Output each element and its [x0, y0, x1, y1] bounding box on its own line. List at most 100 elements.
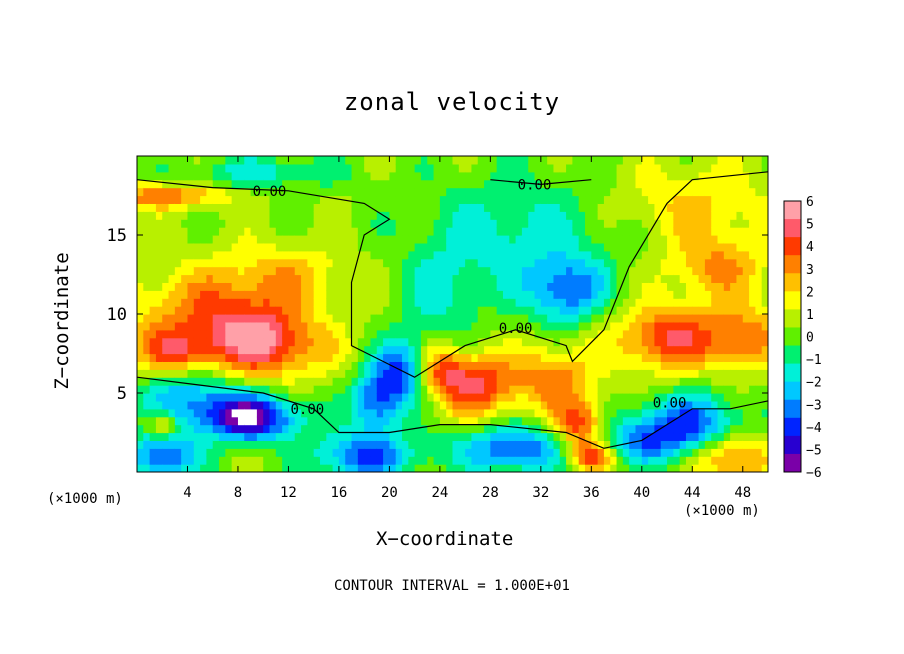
- heat-cell: [181, 266, 189, 276]
- heat-cell: [250, 179, 258, 189]
- heat-cell: [383, 321, 390, 331]
- heat-cell: [540, 250, 548, 260]
- heat-cell: [654, 306, 662, 315]
- heat-cell: [673, 242, 681, 252]
- heat-cell: [376, 274, 384, 283]
- heat-cell: [383, 187, 390, 197]
- heat-cell: [174, 432, 182, 441]
- heat-cell: [351, 235, 359, 244]
- heat-cell: [162, 321, 170, 331]
- heat-cell: [187, 211, 195, 220]
- heat-cell: [648, 424, 656, 434]
- heat-cell: [692, 274, 700, 283]
- heat-cell: [648, 321, 656, 331]
- heat-cell: [559, 314, 567, 323]
- heat-cell: [629, 219, 637, 228]
- heat-cell: [370, 211, 378, 220]
- heat-cell: [155, 235, 163, 244]
- heat-cell: [395, 266, 403, 276]
- heat-cell: [231, 369, 239, 378]
- heat-cell: [622, 187, 630, 197]
- heat-cell: [654, 416, 662, 426]
- heat-cell: [610, 400, 618, 410]
- heat-cell: [585, 432, 592, 441]
- heat-cell: [433, 416, 441, 426]
- heat-cell: [641, 377, 649, 386]
- heat-cell: [723, 187, 731, 197]
- heat-cell: [717, 179, 725, 189]
- heat-cell: [610, 298, 618, 307]
- heat-cell: [667, 345, 674, 355]
- heat-cell: [660, 456, 668, 465]
- heat-cell: [736, 266, 744, 276]
- heat-cell: [294, 274, 302, 283]
- colorbar-swatch: [784, 399, 801, 419]
- heat-cell: [484, 369, 491, 378]
- heat-cell: [502, 408, 510, 418]
- heat-cell: [301, 448, 308, 457]
- heat-cell: [635, 408, 643, 418]
- heat-cell: [294, 203, 302, 212]
- heat-cell: [452, 353, 460, 362]
- heat-cell: [730, 290, 738, 299]
- heat-cell: [502, 432, 510, 441]
- heat-cell: [193, 440, 201, 449]
- colorbar-tick-label: 1: [806, 308, 814, 323]
- heat-cell: [137, 432, 144, 441]
- heat-cell: [433, 187, 441, 197]
- heat-cell: [730, 314, 738, 323]
- heat-cell: [730, 227, 738, 236]
- heat-cell: [307, 211, 315, 220]
- heat-cell: [521, 195, 529, 204]
- heat-cell: [496, 448, 504, 457]
- heat-cell: [566, 306, 573, 315]
- heat-cell: [269, 211, 277, 220]
- heat-cell: [654, 321, 662, 331]
- heat-cell: [629, 156, 637, 165]
- heat-cell: [414, 203, 422, 212]
- heat-cell: [282, 250, 290, 260]
- heat-cell: [458, 179, 466, 189]
- heat-cell: [168, 416, 176, 426]
- heat-cell: [528, 456, 536, 465]
- heat-cell: [679, 298, 687, 307]
- heat-cell: [572, 282, 580, 291]
- heat-cell: [231, 353, 239, 362]
- heat-cell: [155, 290, 163, 299]
- heat-cell: [648, 361, 656, 370]
- heat-cell: [338, 329, 346, 339]
- heat-cell: [288, 416, 296, 426]
- heat-cell: [603, 266, 611, 276]
- heat-cell: [345, 219, 353, 228]
- heat-cell: [521, 219, 529, 228]
- heat-cell: [534, 282, 542, 291]
- heat-cell: [515, 163, 523, 173]
- heat-cell: [332, 250, 340, 260]
- heat-cell: [414, 227, 422, 236]
- heat-cell: [389, 440, 397, 449]
- heat-cell: [389, 353, 397, 362]
- heat-cell: [698, 187, 706, 197]
- heat-cell: [345, 171, 353, 181]
- heat-cell: [692, 400, 700, 410]
- heat-cell: [307, 369, 315, 378]
- heat-cell: [212, 377, 220, 386]
- heat-cell: [603, 432, 611, 441]
- heat-cell: [206, 464, 214, 472]
- heat-cell: [521, 448, 529, 457]
- heat-cell: [502, 195, 510, 204]
- heat-cell: [389, 337, 397, 347]
- heat-cell: [698, 235, 706, 244]
- heat-cell: [244, 156, 252, 165]
- heat-cell: [509, 440, 517, 449]
- heat-cell: [761, 408, 768, 418]
- heat-cell: [603, 377, 611, 386]
- heat-cell: [174, 298, 182, 307]
- heat-cell: [509, 274, 517, 283]
- heat-cell: [629, 440, 637, 449]
- heat-cell: [484, 456, 491, 465]
- heat-cell: [616, 361, 624, 370]
- heat-cell: [187, 337, 195, 347]
- heat-cell: [730, 219, 738, 228]
- heat-cell: [155, 258, 163, 268]
